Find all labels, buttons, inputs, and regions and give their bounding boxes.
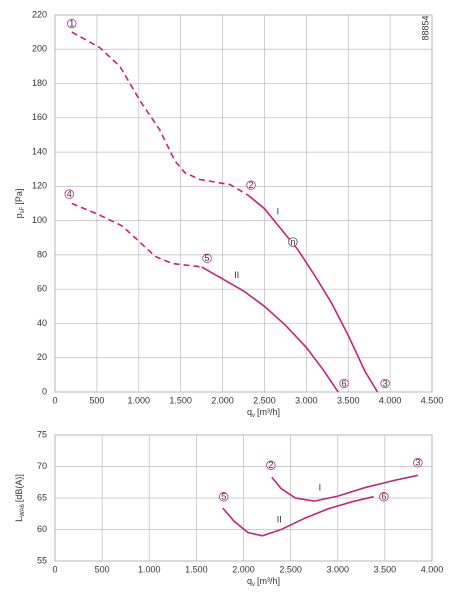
- x-label-main: q: [247, 407, 252, 417]
- point-marker-label: 4: [67, 189, 72, 199]
- x-tick-label: 2.500: [253, 395, 276, 405]
- x-tick-label: 4.500: [421, 395, 444, 405]
- y-label-unit: [dB(A)]: [14, 474, 24, 502]
- x-label-main: q: [247, 576, 252, 586]
- y-tick-label: 70: [37, 461, 47, 471]
- figure-id: 88854: [420, 15, 430, 40]
- x-tick-label: 3.000: [326, 564, 349, 574]
- x-axis-label: qv [m³/h]: [247, 576, 280, 587]
- point-marker: [219, 492, 229, 502]
- x-tick-label: 2.500: [279, 564, 302, 574]
- y-tick-label: 120: [32, 181, 47, 191]
- x-tick-label: 1.500: [185, 564, 208, 574]
- curve: [247, 194, 379, 393]
- curve-label: I: [277, 206, 280, 216]
- curve-label: II: [234, 270, 239, 280]
- y-tick-label: 100: [32, 215, 47, 225]
- point-marker-label: 3: [415, 458, 420, 468]
- x-axis-label: qv [m³/h]: [247, 407, 280, 418]
- x-tick-label: 0: [52, 395, 57, 405]
- curve: [222, 495, 374, 537]
- x-tick-label: 0: [52, 564, 57, 574]
- point-marker-label: 6: [342, 378, 347, 388]
- y-tick-label: 160: [32, 112, 47, 122]
- y-tick-label: 80: [37, 249, 47, 259]
- x-tick-label: 500: [89, 395, 104, 405]
- y-axis-label: LWA6[dB(A)]: [14, 474, 25, 522]
- x-label-unit: [m³/h]: [257, 407, 280, 417]
- y-tick-label: 65: [37, 492, 47, 502]
- point-marker-label: n: [290, 237, 295, 247]
- point-marker-label: 5: [205, 253, 210, 263]
- y-tick-label: 140: [32, 146, 47, 156]
- y-tick-label: 60: [37, 524, 47, 534]
- curve: [201, 266, 339, 393]
- point-marker-label: 5: [221, 492, 226, 502]
- y-label-sub: sF: [20, 206, 26, 213]
- y-tick-label: 200: [32, 44, 47, 54]
- y-label-main: p: [14, 213, 24, 218]
- x-tick-label: 3.500: [337, 395, 360, 405]
- point-marker: [339, 378, 349, 389]
- point-marker-label: 6: [381, 492, 386, 502]
- y-tick-label: 0: [42, 386, 47, 396]
- x-tick-label: 2.000: [211, 395, 234, 405]
- point-marker: [246, 180, 256, 190]
- point-marker: [202, 253, 212, 264]
- x-tick-label: 500: [95, 564, 110, 574]
- point-marker-label: 2: [268, 460, 273, 470]
- point-marker: [380, 378, 390, 389]
- y-label-sub: WA6: [20, 503, 26, 516]
- y-tick-label: 75: [37, 429, 47, 439]
- x-tick-label: 1.000: [138, 564, 161, 574]
- x-label-sub: v: [252, 413, 255, 419]
- point-marker: [64, 189, 74, 199]
- y-tick-label: 180: [32, 78, 47, 88]
- y-label-unit: [Pa]: [14, 189, 24, 205]
- y-tick-label: 55: [37, 555, 47, 565]
- curve: [271, 474, 419, 502]
- x-label-sub: v: [252, 582, 255, 588]
- point-marker: [379, 492, 389, 502]
- curve-label: II: [277, 514, 282, 524]
- point-marker: [67, 18, 77, 29]
- x-tick-label: 1.500: [169, 395, 192, 405]
- curve-label: I: [319, 482, 322, 492]
- y-tick-label: 220: [32, 9, 47, 19]
- y-tick-label: 60: [37, 284, 47, 294]
- x-tick-label: 2.000: [232, 564, 255, 574]
- y-label-main: L: [14, 517, 24, 522]
- x-tick-label: 1.000: [128, 395, 151, 405]
- x-label-unit: [m³/h]: [257, 576, 280, 586]
- y-axis-label: psF[Pa]: [14, 189, 25, 219]
- x-tick-label: 4.000: [421, 564, 444, 574]
- y-tick-label: 20: [37, 352, 47, 362]
- point-marker: [413, 458, 423, 468]
- point-marker-label: 3: [383, 378, 388, 388]
- point-marker: [266, 460, 276, 470]
- y-tick-label: 40: [37, 318, 47, 328]
- x-tick-label: 3.500: [374, 564, 397, 574]
- curve: [71, 31, 249, 196]
- x-tick-label: 4.000: [379, 395, 402, 405]
- x-tick-label: 3.000: [295, 395, 318, 405]
- point-marker-label: 1: [69, 18, 74, 28]
- point-marker: [288, 237, 298, 247]
- plot-area: [54, 14, 433, 393]
- point-marker-label: 2: [249, 180, 254, 190]
